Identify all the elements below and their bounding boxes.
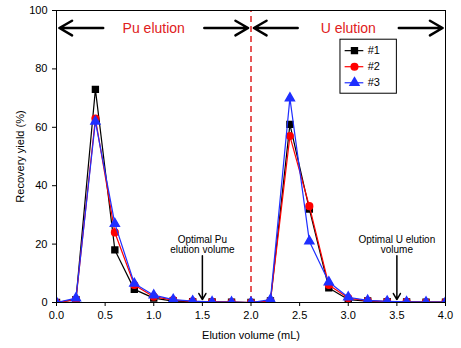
- svg-text:1.0: 1.0: [146, 309, 161, 321]
- svg-text:0.0: 0.0: [49, 309, 64, 321]
- svg-text:1.5: 1.5: [195, 309, 210, 321]
- svg-text:Pu elution: Pu elution: [123, 20, 185, 36]
- svg-text:3.0: 3.0: [341, 309, 356, 321]
- svg-text:60: 60: [35, 121, 47, 133]
- svg-text:Recovery yield (%): Recovery yield (%): [14, 110, 26, 202]
- svg-text:Elution volume (mL): Elution volume (mL): [202, 329, 300, 341]
- svg-text:100: 100: [29, 4, 47, 16]
- svg-text:0: 0: [41, 296, 47, 308]
- svg-text:4.0: 4.0: [438, 309, 453, 321]
- svg-text:2.5: 2.5: [292, 309, 307, 321]
- svg-text:#1: #1: [368, 44, 380, 56]
- svg-text:80: 80: [35, 62, 47, 74]
- svg-text:20: 20: [35, 238, 47, 250]
- svg-text:U elution: U elution: [321, 20, 376, 36]
- svg-text:Optimal Puelution volume: Optimal Puelution volume: [170, 234, 235, 255]
- svg-text:40: 40: [35, 179, 47, 191]
- svg-text:3.5: 3.5: [389, 309, 404, 321]
- svg-text:0.5: 0.5: [97, 309, 112, 321]
- svg-text:2.0: 2.0: [243, 309, 258, 321]
- svg-text:#2: #2: [368, 60, 380, 72]
- svg-text:Optimal U elutionvolume: Optimal U elutionvolume: [359, 234, 436, 255]
- svg-text:#3: #3: [368, 76, 380, 88]
